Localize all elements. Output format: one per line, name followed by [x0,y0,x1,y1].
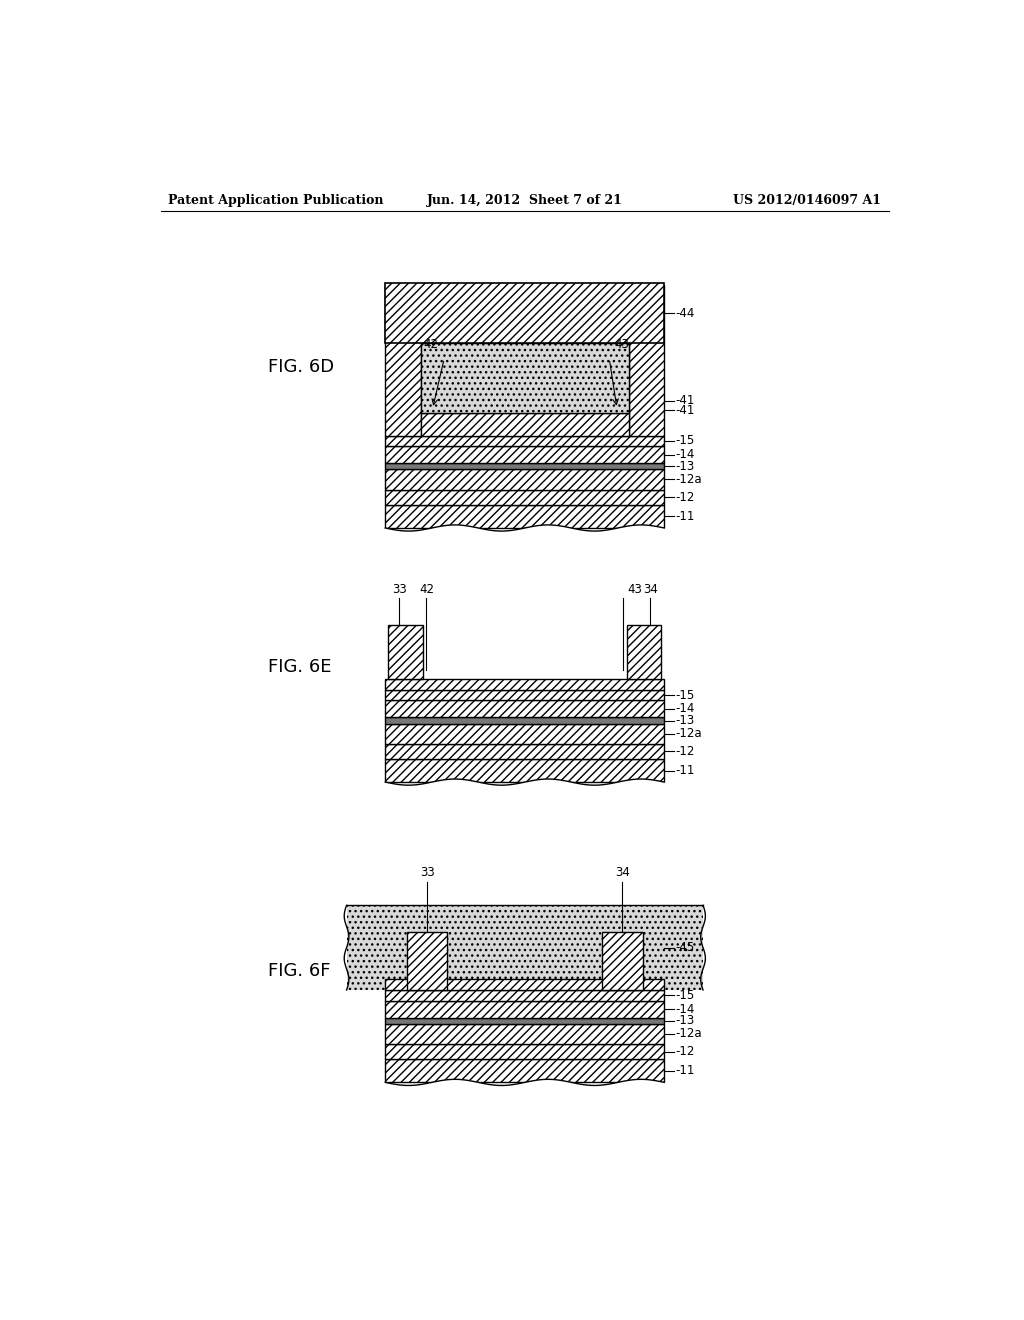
Text: 33: 33 [392,582,407,595]
Bar [385,285,421,436]
Text: -14: -14 [675,1003,694,1016]
Bar [385,723,665,743]
Text: -12a: -12a [675,1027,701,1040]
Text: -13: -13 [675,459,694,473]
Text: Patent Application Publication: Patent Application Publication [168,194,384,207]
Bar [385,1001,665,1018]
Text: -41: -41 [675,395,694,408]
Text: -11: -11 [675,510,694,523]
Bar [407,932,447,990]
Bar [388,626,423,678]
Text: Jun. 14, 2012  Sheet 7 of 21: Jun. 14, 2012 Sheet 7 of 21 [427,194,623,207]
Bar [602,932,643,990]
Bar [385,463,665,470]
Bar [385,436,665,446]
Text: -13: -13 [675,714,694,727]
Text: FIG. 6D: FIG. 6D [267,358,334,376]
Bar [629,285,665,436]
Text: -13: -13 [675,1014,694,1027]
Text: 42: 42 [423,338,438,351]
Bar [385,1044,665,1059]
Text: -12: -12 [675,744,694,758]
Bar [385,1024,665,1044]
Text: -15: -15 [675,989,694,1002]
Bar [385,701,665,718]
Bar [385,1059,665,1082]
Text: -44: -44 [675,306,694,319]
Bar [421,343,629,412]
Bar [385,490,665,504]
Bar [385,678,665,689]
Bar [385,718,665,723]
Text: -15: -15 [675,434,694,447]
Bar [385,689,665,701]
Text: -11: -11 [675,764,694,777]
Bar [385,446,665,463]
Text: -41: -41 [675,404,694,417]
Text: FIG. 6F: FIG. 6F [267,962,330,979]
Text: -12a: -12a [675,727,701,741]
Text: -14: -14 [675,702,694,715]
Bar [421,412,629,436]
Bar [385,743,665,759]
Text: -12: -12 [675,1045,694,1059]
Bar [627,626,662,678]
Bar [385,284,665,343]
Bar [346,906,703,990]
Bar [385,990,665,1001]
Bar [385,1018,665,1024]
Bar [385,506,665,528]
Text: 43: 43 [614,338,630,351]
Text: 33: 33 [420,866,434,879]
Text: -12a: -12a [675,473,701,486]
Text: -12: -12 [675,491,694,504]
Text: 34: 34 [643,582,657,595]
Text: FIG. 6E: FIG. 6E [267,659,331,676]
Text: US 2012/0146097 A1: US 2012/0146097 A1 [733,194,882,207]
Text: 34: 34 [615,866,630,879]
Text: -15: -15 [675,689,694,702]
Bar [385,979,665,990]
Text: 42: 42 [419,582,434,595]
Bar [385,470,665,490]
Text: -14: -14 [675,449,694,462]
Bar [385,759,665,781]
Text: -11: -11 [675,1064,694,1077]
Text: -45: -45 [675,941,694,954]
Text: 43: 43 [628,582,642,595]
